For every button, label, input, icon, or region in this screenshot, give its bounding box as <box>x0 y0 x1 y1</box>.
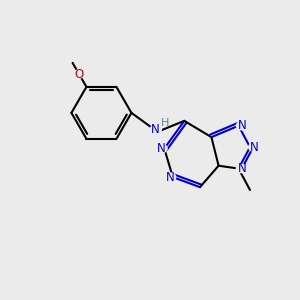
Text: N: N <box>238 119 246 132</box>
Text: N: N <box>238 162 246 175</box>
Text: N: N <box>151 123 160 136</box>
Ellipse shape <box>236 122 248 130</box>
Text: H: H <box>161 118 169 128</box>
Ellipse shape <box>73 70 85 78</box>
Ellipse shape <box>164 173 176 181</box>
Ellipse shape <box>156 145 167 153</box>
Ellipse shape <box>236 164 248 173</box>
Text: N: N <box>157 142 166 155</box>
Text: N: N <box>250 141 259 154</box>
Ellipse shape <box>249 143 260 151</box>
Text: O: O <box>74 68 84 80</box>
Ellipse shape <box>150 125 161 134</box>
Text: N: N <box>166 171 174 184</box>
